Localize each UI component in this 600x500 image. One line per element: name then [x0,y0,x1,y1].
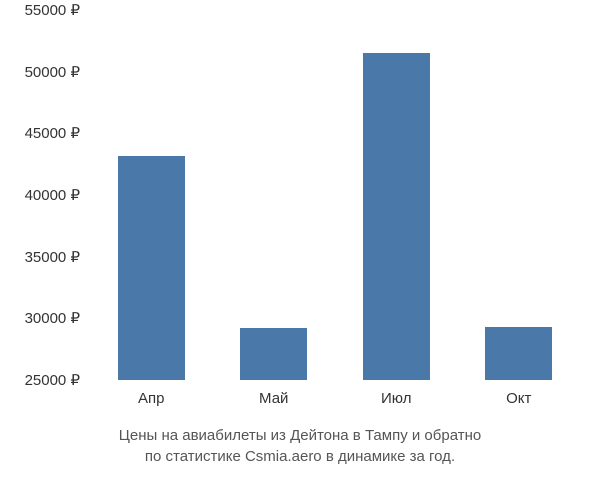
bar [240,328,307,380]
y-tick-label: 55000 ₽ [25,1,80,19]
chart-container: 25000 ₽ 30000 ₽ 35000 ₽ 40000 ₽ 45000 ₽ 50000… [0,0,600,500]
x-tick-label: Окт [506,390,531,407]
bar [485,327,552,380]
y-tick-label: 30000 ₽ [25,309,80,327]
x-axis: Апр Май Июл Окт [90,385,580,415]
y-axis: 25000 ₽30000 ₽35000 ₽40000 ₽45000 ₽50000… [0,10,85,380]
y-tick-label: 50000 ₽ [25,63,80,81]
y-tick-label: 25000 ₽ [25,371,80,389]
x-tick-label: Июл [381,390,411,407]
caption-line-1: Цены на авиабилеты из Дейтона в Тампу и … [0,425,600,446]
y-tick-label: 45000 ₽ [25,124,80,142]
y-tick-label: 40000 ₽ [25,186,80,204]
bar [118,156,185,380]
x-tick-label: Май [259,390,288,407]
caption-line-2: по статистике Csmia.aero в динамике за г… [0,446,600,467]
chart-caption: Цены на авиабилеты из Дейтона в Тампу и … [0,425,600,467]
x-tick-label: Апр [138,390,164,407]
plot-area [90,10,580,380]
bar [363,53,430,380]
y-tick-label: 35000 ₽ [25,248,80,266]
